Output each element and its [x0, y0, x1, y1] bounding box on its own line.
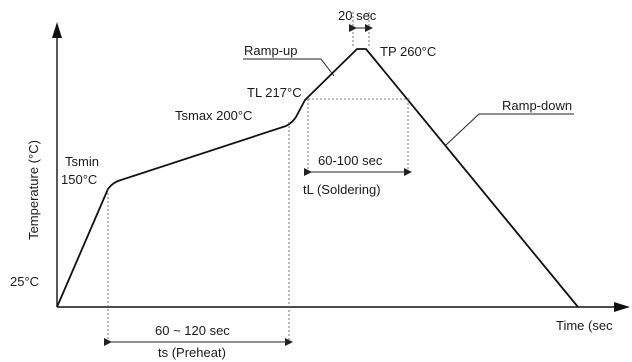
- ramp-down-leader-line: [445, 113, 574, 146]
- ramp-up-label: Ramp-up: [244, 43, 297, 58]
- y-axis-label: Temperature (°C): [26, 140, 41, 240]
- tl-label: TL 217°C: [247, 85, 302, 100]
- reflow-profile-curve: [56, 48, 579, 308]
- tsmin-name-label: Tsmin: [65, 154, 99, 169]
- tsmin-value-label: 150°C: [61, 172, 97, 187]
- origin-temperature-label: 25°C: [10, 274, 39, 289]
- soldering-duration-label: 60-100 sec: [318, 153, 383, 168]
- preheat-name-label: ts (Preheat): [158, 345, 226, 360]
- preheat-duration-label: 60 ~ 120 sec: [155, 323, 230, 338]
- x-axis-label: Time (sec: [556, 318, 613, 333]
- soldering-name-label: tL (Soldering): [303, 182, 381, 197]
- ramp-down-label: Ramp-down: [502, 98, 572, 113]
- tp-label: TP 260°C: [380, 44, 436, 59]
- x-axis-arrow-icon: [614, 302, 630, 312]
- y-axis-arrow-icon: [52, 22, 62, 38]
- peak-duration-label: 20 sec: [338, 8, 377, 23]
- tsmax-label: Tsmax 200°C: [175, 108, 252, 123]
- ramp-up-leader-line: [243, 58, 335, 77]
